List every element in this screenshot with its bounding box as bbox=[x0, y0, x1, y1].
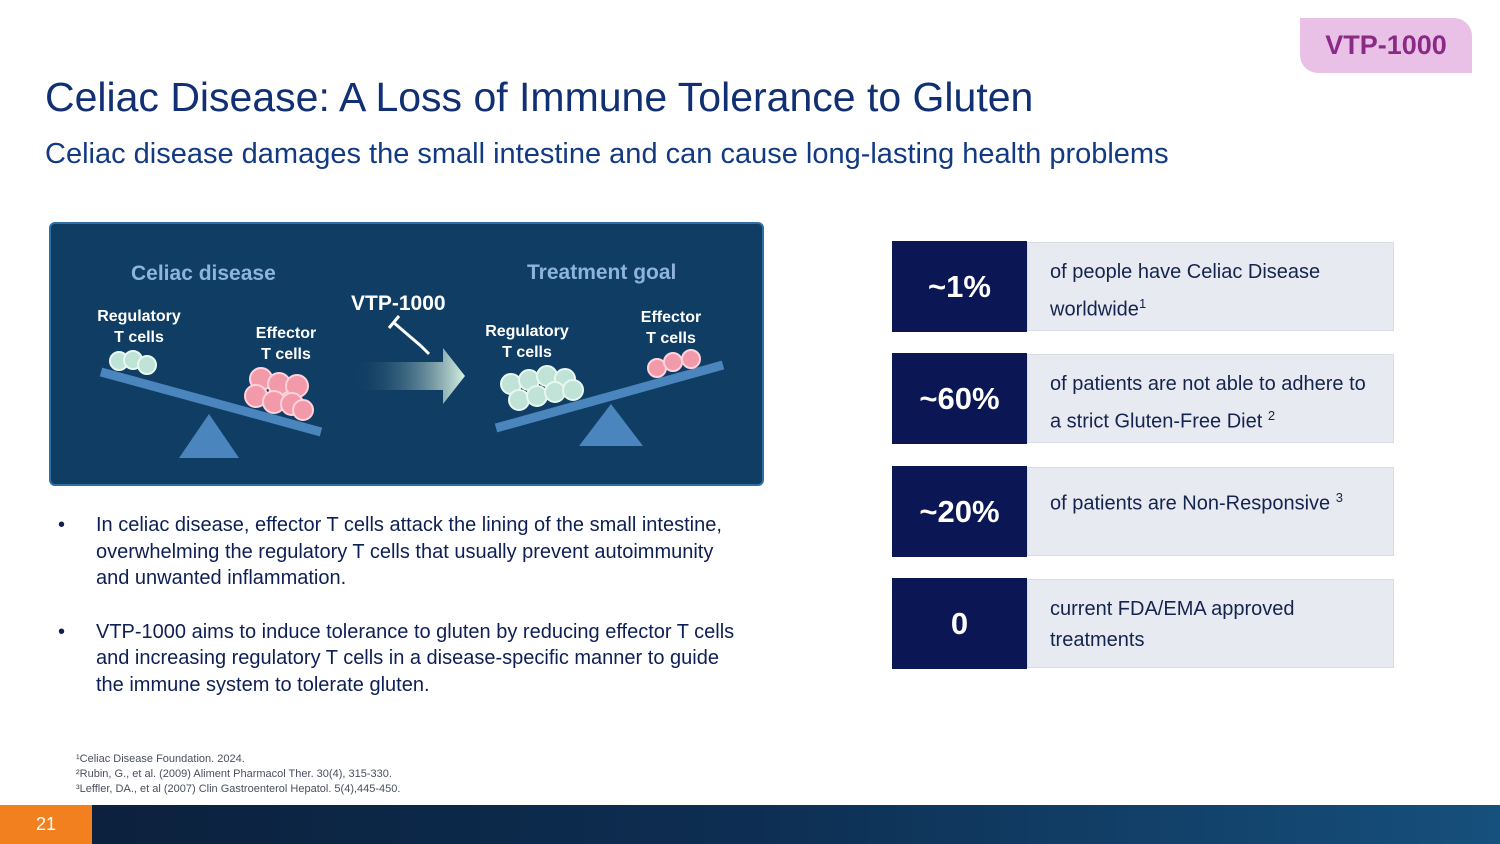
reference-item: ¹Celiac Disease Foundation. 2024. bbox=[76, 753, 245, 765]
bullet-marker: • bbox=[58, 514, 66, 536]
stat-approved-treatments: 0 current FDA/EMA approved treatments bbox=[892, 578, 1395, 669]
right-effector-label: Effector T cells bbox=[640, 309, 702, 347]
right-regulatory-cells bbox=[500, 365, 584, 411]
stat-description: of patients are not able to adhere to a … bbox=[1027, 354, 1394, 443]
left-regulatory-cells bbox=[109, 350, 157, 375]
stat-non-responsive: ~20% of patients are Non-Responsive 3 bbox=[892, 466, 1395, 557]
page-title: Celiac Disease: A Loss of Immune Toleran… bbox=[45, 74, 1034, 120]
reference-item: ³Leffler, DA., et al (2007) Clin Gastroe… bbox=[76, 783, 401, 795]
bullet-marker: • bbox=[58, 620, 66, 643]
diagram-graphics bbox=[99, 315, 725, 458]
stat-description: of people have Celiac Disease worldwide1 bbox=[1027, 242, 1394, 331]
celiac-disease-heading: Celiac disease bbox=[131, 262, 276, 285]
stat-value: ~20% bbox=[892, 466, 1027, 557]
product-badge: VTP-1000 bbox=[1300, 18, 1472, 73]
left-regulatory-label: Regulatory T cells bbox=[97, 308, 181, 346]
syringe-icon bbox=[387, 315, 431, 356]
footnote-ref: 2 bbox=[1267, 408, 1276, 423]
stat-value: 0 bbox=[892, 578, 1027, 669]
left-effector-cells bbox=[244, 367, 314, 421]
page-number: 21 bbox=[0, 805, 92, 844]
footer-bar bbox=[0, 805, 1500, 844]
stat-description: current FDA/EMA approved treatments bbox=[1027, 579, 1394, 668]
reference-item: ²Rubin, G., et al. (2009) Aliment Pharma… bbox=[76, 768, 392, 780]
right-fulcrum bbox=[579, 404, 643, 446]
references: ¹Celiac Disease Foundation. 2024. ²Rubin… bbox=[76, 752, 400, 797]
footnote-ref: 3 bbox=[1335, 490, 1343, 505]
stat-value: ~1% bbox=[892, 241, 1027, 332]
treatment-goal-heading: Treatment goal bbox=[527, 261, 677, 284]
vtp-arrow bbox=[351, 348, 465, 404]
left-fulcrum bbox=[179, 414, 239, 458]
arrow-label: VTP-1000 bbox=[351, 292, 446, 315]
right-regulatory-label: Regulatory T cells bbox=[485, 323, 569, 361]
bullet-item: • VTP-1000 aims to induce tolerance to g… bbox=[58, 620, 735, 696]
left-seesaw-beam bbox=[99, 367, 323, 437]
mechanism-diagram: Celiac disease Treatment goal VTP-1000 R… bbox=[49, 222, 764, 486]
page-subtitle: Celiac disease damages the small intesti… bbox=[45, 138, 1169, 170]
left-effector-label: Effector T cells bbox=[255, 325, 317, 363]
bullet-list: • In celiac disease, effector T cells at… bbox=[58, 512, 748, 725]
bullet-item: • In celiac disease, effector T cells at… bbox=[58, 514, 722, 589]
stat-prevalence: ~1% of people have Celiac Disease worldw… bbox=[892, 241, 1395, 332]
stat-diet-adherence: ~60% of patients are not able to adhere … bbox=[892, 353, 1395, 444]
stat-value: ~60% bbox=[892, 353, 1027, 444]
stat-description: of patients are Non-Responsive 3 bbox=[1027, 467, 1394, 556]
footnote-ref: 1 bbox=[1138, 296, 1147, 311]
right-seesaw-beam bbox=[494, 360, 725, 433]
right-effector-cells bbox=[647, 349, 701, 378]
